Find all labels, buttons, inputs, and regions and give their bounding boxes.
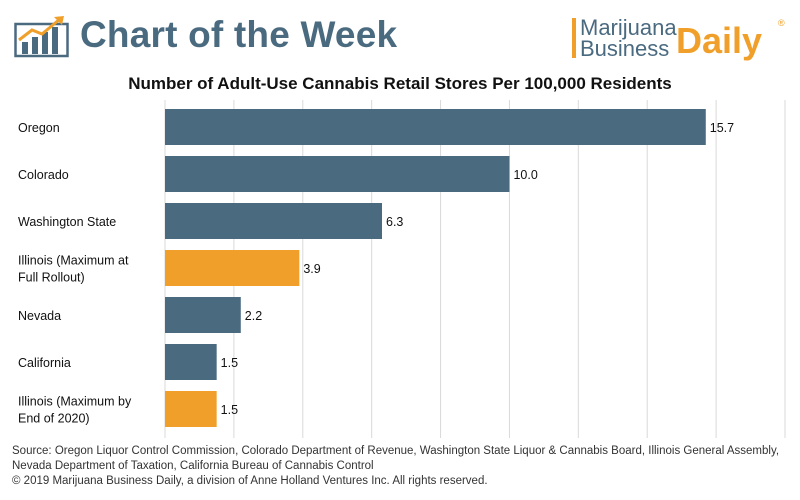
source-text: Source: Oregon Liquor Control Commission…	[12, 445, 780, 472]
bar-2	[165, 203, 382, 239]
bar-6	[165, 391, 217, 427]
bar-0	[165, 109, 706, 145]
brand-logo-bar	[572, 18, 576, 58]
brand-daily: Daily	[676, 20, 763, 61]
value-label-2: 6.3	[386, 215, 403, 229]
bar-3	[165, 250, 300, 286]
source-note: Source: Oregon Liquor Control Commission…	[12, 444, 788, 489]
brand-line-1: Marijuana	[580, 15, 677, 40]
category-label-2: Washington State	[18, 215, 116, 229]
bar-5	[165, 344, 217, 380]
bar-chart: 15.7 Oregon 10.0 Colorado 6.3 Washington Stat…	[18, 100, 786, 438]
chart-title: Number of Adult-Use Cannabis Retail Stor…	[128, 74, 672, 93]
category-label-3: Illinois (Maximum at Full Rollout)	[18, 254, 129, 285]
brand-registered-mark: ®	[778, 18, 785, 28]
bar-4	[165, 297, 241, 333]
bar-1	[165, 156, 510, 192]
header-title: Chart of the Week	[80, 14, 398, 55]
category-label-4: Nevada	[18, 309, 61, 323]
brand-logo: Marijuana Business Daily ®	[572, 12, 792, 64]
value-label-6: 1.5	[221, 403, 238, 417]
bar-chart-growth-icon	[14, 16, 69, 58]
value-label-0: 15.7	[710, 121, 734, 135]
category-label-1: Colorado	[18, 168, 69, 182]
header: Chart of the Week Marijuana Business Dai…	[0, 0, 800, 66]
value-label-4: 2.2	[245, 309, 262, 323]
value-label-1: 10.0	[513, 168, 537, 182]
category-label-0: Oregon	[18, 121, 60, 135]
category-label-6: Illinois (Maximum by End of 2020)	[18, 395, 132, 426]
value-label-5: 1.5	[221, 356, 238, 370]
brand-line-2: Business	[580, 36, 670, 61]
value-label-3: 3.9	[303, 262, 320, 276]
category-label-5: California	[18, 356, 71, 370]
copyright-text: © 2019 Marijuana Business Daily, a divis…	[12, 475, 488, 487]
